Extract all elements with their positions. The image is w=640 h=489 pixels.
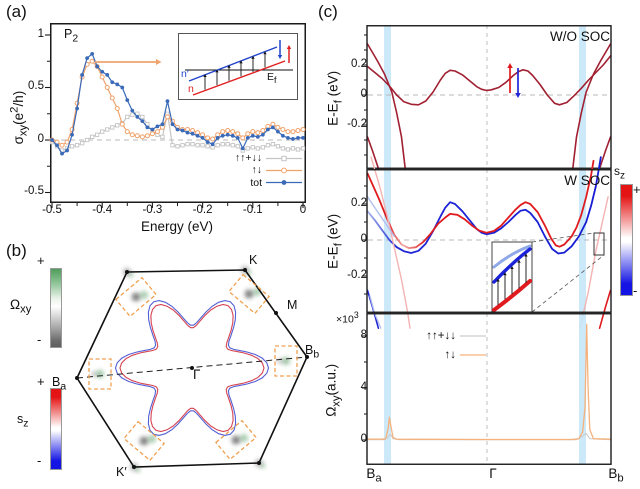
k-prime-point-label: K′ [116, 465, 127, 479]
sz-colorbar-c [620, 184, 633, 296]
sz-colorbar-minus-b: - [37, 453, 42, 468]
gamma-point-label: Γ [193, 367, 201, 382]
a-xtick--0.4: -0.4 [92, 204, 113, 216]
panel-a-plot [45, 23, 306, 208]
a-ytick-0: 0 [37, 132, 44, 145]
c1-ytick--0.2: -0.2 [347, 118, 367, 130]
m-point-label: M [287, 298, 298, 312]
panel-a-label: (a) [6, 2, 27, 21]
a-xtick-0: 0 [299, 204, 307, 216]
panel-a-inset: n′ n Ef [178, 33, 298, 100]
wo-soc-title: W/O SOC [550, 29, 610, 44]
c-xtick-1: Γ [489, 466, 497, 481]
sz-colorbar-b [50, 388, 62, 470]
panel-a-x-axis-label: Energy (eV) [140, 219, 214, 234]
brillouin-zone-map [75, 266, 309, 473]
c2-ytick-0.2: 0.2 [351, 197, 367, 209]
c2-ytick--0.2: -0.2 [347, 269, 367, 281]
a-xtick--0.1: -0.1 [242, 204, 263, 216]
c2-ytick-0: 0 [360, 233, 367, 245]
a-ytick-0.5: 0.5 [28, 80, 44, 92]
c3-ytick-0: 0 [360, 433, 367, 445]
sz-colorbar-label-b: sz [17, 412, 29, 430]
c-xtick-0: Ba [366, 466, 382, 485]
panel-a-legend: ↑↑+↓↓ ↑↓ tot [212, 152, 304, 189]
omega-xy-colorbar [50, 268, 62, 348]
sz-colorbar-label-c: sz [614, 164, 625, 182]
panel-c-legend: ↑↑+↓↓ ↑↓ [396, 326, 488, 364]
omega-scale-label: ×103 [336, 310, 359, 326]
inset-band-n-label: n [188, 83, 194, 95]
c3-ytick-8: 8 [360, 329, 367, 341]
omega-colorbar-minus: - [37, 332, 42, 347]
omega-colorbar-plus: + [37, 253, 45, 268]
legend-row-spin-conserving: ↑↑+↓↓ [212, 152, 304, 164]
a-xtick--0.3: -0.3 [142, 204, 163, 216]
inset-band-n-prime-label: n′ [181, 68, 189, 80]
c-xtick-2: Bb [608, 466, 624, 485]
omega-colorbar-label: Ωxy [10, 297, 32, 316]
w-soc-title: W SOC [564, 173, 610, 188]
panel-b-label: (b) [6, 241, 27, 260]
c-bottom-y-axis-label: Ωxy(a.u.) [323, 363, 343, 417]
a-ytick--0.5: -0.5 [24, 185, 44, 197]
c-legend-row-spin-conserving: ↑↑+↓↓ [426, 329, 486, 342]
band-structure-w-soc [362, 156, 612, 329]
bb-point-label: Bb [305, 343, 320, 361]
a-ytick-1: 1 [37, 27, 44, 40]
panel-a-y-axis-label: σxy(e2/h) [8, 90, 30, 145]
band-structure-wo-soc [362, 25, 612, 170]
sz-colorbar-minus-c: - [633, 283, 638, 298]
k-point-label: K [249, 253, 258, 267]
panel-c-label: (c) [318, 2, 338, 21]
berry-curvature-plot [362, 313, 612, 465]
c1-ytick-0.2: 0.2 [351, 58, 367, 70]
c3-ytick-4: 4 [360, 381, 367, 393]
p2-peak-label: P2 [64, 27, 79, 45]
c1-ytick-0: 0 [360, 88, 367, 100]
inset-fermi-level-label: Ef [267, 71, 277, 86]
c-legend-row-spin-flip: ↑↓ [444, 348, 486, 361]
a-xtick--0.2: -0.2 [192, 204, 213, 216]
legend-row-total: tot [212, 177, 304, 189]
sz-colorbar-plus-c: + [633, 182, 640, 197]
sz-colorbar-plus-b: + [37, 374, 45, 389]
ba-point-label: Ba [52, 375, 67, 393]
legend-row-spin-flip: ↑↓ [212, 164, 304, 176]
a-xtick--0.5: -0.5 [42, 204, 62, 216]
